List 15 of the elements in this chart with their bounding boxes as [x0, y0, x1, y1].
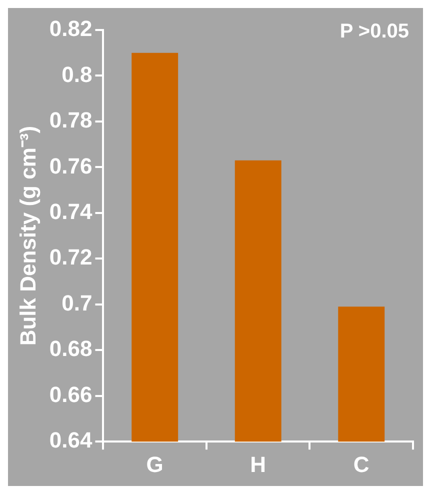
x-tick-label: C: [353, 452, 370, 477]
annotation: P >0.05: [340, 20, 409, 43]
y-tick-label: 0.7: [62, 290, 92, 316]
y-tick-label: 0.8: [62, 62, 92, 87]
y-tick-label: 0.76: [49, 153, 92, 178]
y-axis-title: Bulk Density (g cm⁻³): [15, 126, 40, 346]
y-tick-label: 0.72: [49, 244, 92, 270]
y-tick-label: 0.66: [49, 382, 92, 407]
y-tick-label: 0.82: [49, 16, 92, 42]
y-tick-label: 0.74: [49, 198, 93, 224]
y-tick-label: 0.68: [49, 336, 92, 362]
x-tick-label: G: [146, 452, 164, 477]
y-tick-label: 0.64: [49, 428, 93, 453]
y-tick-label: 0.78: [49, 108, 92, 133]
x-tick-label: H: [250, 452, 266, 477]
